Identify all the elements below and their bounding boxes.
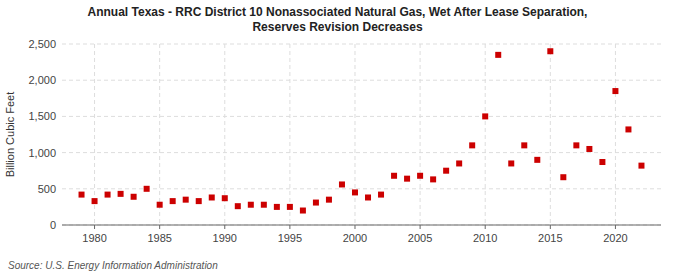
point — [586, 146, 592, 152]
point — [482, 113, 488, 119]
point — [508, 160, 514, 166]
grid-line — [485, 44, 486, 225]
point — [547, 48, 553, 54]
tick-mark — [224, 225, 225, 229]
point — [625, 126, 631, 132]
point — [300, 208, 306, 214]
tick-mark — [485, 225, 486, 229]
title-line: Reserves Revision Decreases — [252, 20, 422, 34]
grid-line — [354, 44, 355, 225]
point — [183, 197, 189, 203]
point — [261, 202, 267, 208]
tick-label: 1,500 — [28, 110, 56, 122]
axes: 0 500 1,000 1,500 2,000 2,500 1980 1985 1990 1995… — [28, 38, 661, 244]
point — [287, 204, 293, 210]
y-axis-label: Billion Cubic Feet — [4, 92, 16, 178]
points — [79, 48, 645, 213]
point — [222, 195, 228, 201]
point — [638, 163, 644, 169]
tick-label: 1990 — [213, 232, 237, 244]
point — [313, 200, 319, 206]
tick-label: 1980 — [82, 232, 106, 244]
grid-line — [94, 44, 95, 225]
tick-label: 500 — [38, 183, 56, 195]
tick-mark — [615, 225, 616, 229]
tick-label: 2,500 — [28, 38, 56, 50]
grid-line — [62, 80, 661, 81]
grid — [62, 44, 661, 225]
point — [170, 198, 176, 204]
point — [404, 176, 410, 182]
point — [599, 159, 605, 165]
point — [339, 181, 345, 187]
point — [365, 194, 371, 200]
tick-mark — [550, 225, 551, 229]
tick-label: 2005 — [408, 232, 432, 244]
tick-mark — [289, 225, 290, 229]
point — [612, 88, 618, 94]
tick-label: 1995 — [278, 232, 302, 244]
point — [456, 160, 462, 166]
point — [235, 203, 241, 209]
tick-label: 2020 — [603, 232, 627, 244]
point — [196, 198, 202, 204]
point — [248, 202, 254, 208]
tick-label: 1,000 — [28, 147, 56, 159]
tick-mark — [354, 225, 355, 229]
point — [157, 202, 163, 208]
x-axis-line — [62, 225, 661, 226]
tick-label: 2010 — [473, 232, 497, 244]
point — [92, 198, 98, 204]
point — [443, 168, 449, 174]
point — [560, 174, 566, 180]
grid-line — [420, 44, 421, 225]
tick-label: 2015 — [538, 232, 562, 244]
point — [391, 173, 397, 179]
point — [105, 192, 111, 198]
point — [417, 173, 423, 179]
grid-line — [289, 44, 290, 225]
point — [326, 197, 332, 203]
grid-line — [62, 116, 661, 117]
tick-mark — [94, 225, 95, 229]
point — [534, 157, 540, 163]
point — [79, 192, 85, 198]
title: Annual Texas - RRC District 10 Nonassoci… — [88, 5, 588, 34]
grid-line — [62, 152, 661, 153]
grid-line — [159, 44, 160, 225]
point — [430, 176, 436, 182]
point — [352, 189, 358, 195]
grid-line — [62, 225, 661, 226]
point — [378, 192, 384, 198]
chart: Annual Texas - RRC District 10 Nonassoci… — [0, 0, 675, 275]
tick-label: 2,000 — [28, 74, 56, 86]
tick-label: 0 — [50, 219, 56, 231]
title-line: Annual Texas - RRC District 10 Nonassoci… — [88, 5, 588, 19]
grid-line — [62, 44, 661, 45]
grid-line — [550, 44, 551, 225]
point — [209, 194, 215, 200]
grid-line — [615, 44, 616, 225]
point — [118, 191, 124, 197]
point — [274, 204, 280, 210]
point — [469, 142, 475, 148]
point — [573, 142, 579, 148]
point — [495, 52, 501, 58]
tick-mark — [420, 225, 421, 229]
point — [131, 194, 137, 200]
tick-label: 2000 — [343, 232, 367, 244]
point — [144, 186, 150, 192]
source: Source: U.S. Energy Information Administ… — [8, 260, 218, 271]
tick-label: 1985 — [147, 232, 171, 244]
point — [521, 142, 527, 148]
tick-mark — [159, 225, 160, 229]
grid-line — [62, 188, 661, 189]
